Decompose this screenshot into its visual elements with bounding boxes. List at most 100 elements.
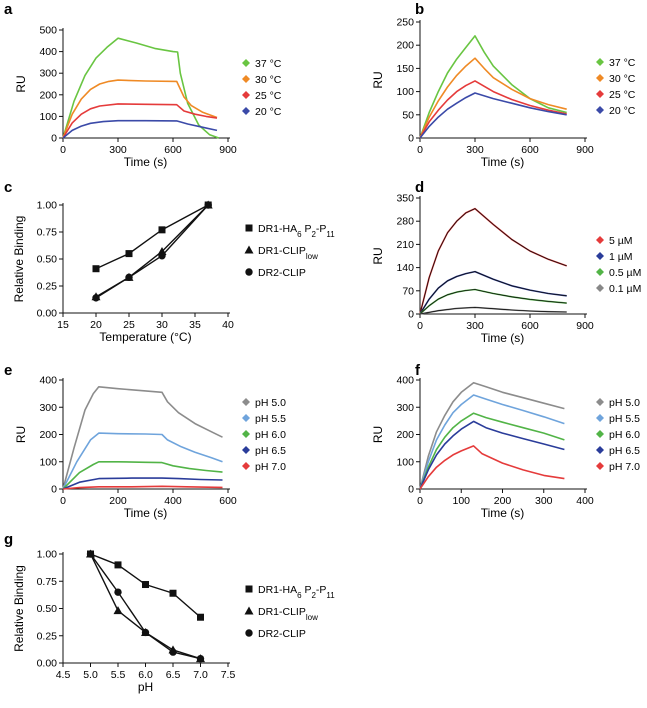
legend-marker	[242, 414, 250, 422]
legend-label: pH 6.5	[609, 445, 640, 457]
legend-text-part: 2	[311, 230, 316, 239]
data-point	[114, 561, 122, 569]
data-point	[125, 273, 133, 282]
data-point	[169, 589, 177, 597]
series-line	[62, 386, 223, 490]
x-tick-label: 6.0	[138, 669, 153, 681]
x-tick-label: 0	[417, 320, 423, 332]
panel-label: d	[415, 179, 424, 196]
data-point	[113, 606, 123, 615]
x-tick-label: 20	[90, 319, 102, 331]
panel-label: a	[4, 1, 13, 18]
legend-text-part: P	[302, 584, 312, 596]
y-tick-label: 0.50	[37, 603, 58, 615]
legend-label: 25 °C	[255, 90, 282, 102]
x-tick-label: 5.0	[83, 669, 98, 681]
legend-marker	[596, 90, 604, 98]
x-tick-label: 400	[164, 495, 182, 507]
y-tick-label: 0.00	[37, 658, 58, 670]
series-line	[419, 445, 565, 490]
x-tick-label: 35	[189, 319, 201, 331]
y-tick-label: 0.50	[37, 254, 58, 266]
y-tick-label: 0	[51, 133, 57, 145]
legend-label: 25 °C	[609, 89, 636, 101]
legend-marker	[596, 268, 604, 276]
fit-line	[95, 204, 209, 299]
legend-label: pH 5.0	[609, 397, 640, 409]
y-tick-label: 0.00	[37, 308, 58, 320]
y-tick-label: 100	[39, 111, 57, 123]
data-point	[158, 226, 166, 234]
x-tick-label: 600	[521, 144, 539, 156]
data-point	[197, 613, 204, 621]
legend-label: DR1-CLIPlow	[258, 606, 318, 622]
legend-marker	[596, 252, 604, 260]
legend-marker	[242, 91, 250, 99]
x-tick-label: 0	[60, 495, 66, 507]
y-tick-label: 400	[396, 375, 414, 387]
x-tick-label: 900	[576, 320, 594, 332]
fit-line	[419, 208, 567, 315]
legend-marker	[596, 462, 604, 470]
x-tick-label: 300	[109, 144, 127, 156]
legend-marker	[596, 430, 604, 438]
legend-label: pH 7.0	[255, 461, 286, 473]
legend-label: pH 5.5	[609, 413, 640, 425]
x-tick-label: 200	[109, 495, 127, 507]
x-tick-label: 600	[219, 495, 237, 507]
legend-marker	[596, 414, 604, 422]
legend: pH 5.0 pH 5.5 pH 6.0 pH 6.5 pH 7.0	[596, 397, 640, 473]
legend-label: pH 6.0	[609, 429, 640, 441]
series-line	[62, 461, 223, 490]
y-tick-label: 300	[396, 402, 414, 414]
legend-marker	[242, 75, 250, 83]
y-tick-label: 0	[408, 309, 414, 321]
y-tick-label: 0.25	[37, 281, 58, 293]
legend-marker	[596, 446, 604, 454]
y-tick-label: 300	[39, 402, 57, 414]
series-line	[419, 381, 565, 490]
legend-marker	[596, 398, 604, 406]
y-tick-label: 1.00	[37, 549, 58, 561]
y-tick-label: 200	[39, 89, 57, 101]
y-tick-label: 100	[39, 456, 57, 468]
series-line	[419, 420, 565, 490]
series-line	[62, 432, 223, 490]
y-axis-title: RU	[371, 247, 385, 264]
x-axis-title: Time (s)	[481, 506, 525, 520]
y-tick-label: 0.75	[37, 576, 58, 588]
legend-text-part: 6	[297, 230, 302, 239]
series-line	[419, 92, 567, 139]
data-point	[141, 628, 150, 637]
x-tick-label: 400	[576, 495, 594, 507]
fit-line	[89, 553, 201, 660]
y-axis-title: RU	[371, 426, 385, 443]
series-line	[62, 37, 220, 139]
x-axis-title: pH	[138, 680, 153, 694]
legend-marker	[242, 446, 250, 454]
fit-line	[95, 204, 209, 298]
legend-marker	[596, 106, 604, 114]
x-axis-title: Time (s)	[124, 506, 168, 520]
legend-marker	[242, 462, 250, 470]
x-axis-title: Time (s)	[481, 155, 525, 169]
y-tick-label: 200	[39, 429, 57, 441]
legend-label: 0.5 µM	[609, 267, 641, 279]
x-tick-label: 0	[417, 495, 423, 507]
x-tick-label: 25	[123, 319, 135, 331]
legend-label: DR2-CLIP	[258, 267, 306, 279]
legend-marker	[244, 245, 254, 254]
y-axis-title: Relative Binding	[12, 565, 26, 652]
legend-label: 30 °C	[255, 74, 282, 86]
y-axis-title: RU	[14, 426, 28, 443]
legend-label: pH 6.0	[255, 429, 286, 441]
legend-text-part: DR1-HA	[258, 223, 297, 235]
data-point	[204, 201, 212, 209]
legend-label: DR1-CLIPlow	[258, 245, 318, 261]
legend-label: 37 °C	[255, 58, 282, 70]
x-tick-label: 40	[222, 319, 234, 331]
legend-label: 20 °C	[255, 106, 282, 118]
legend-label: DR1-HA6 P2-P11	[258, 584, 335, 600]
panel-a: a 0 300 600 900 0 100 200 300 400 500 Time (s) RU 37 …	[4, 1, 282, 169]
